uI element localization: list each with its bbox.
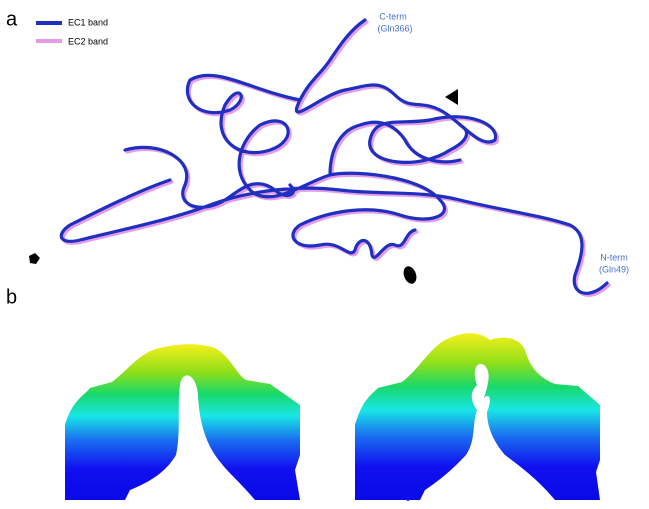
annotation: C-term bbox=[379, 11, 407, 21]
legend-swatch bbox=[36, 21, 62, 25]
protein-ribbons bbox=[61, 20, 609, 295]
surface-fragment bbox=[406, 495, 410, 501]
legend-swatch bbox=[36, 39, 62, 43]
surface-map bbox=[65, 344, 300, 500]
annotation-sub: (Gln366) bbox=[377, 23, 412, 33]
figure: a EC1 band EC2 band C-term (Gln366) N-te… bbox=[0, 0, 649, 509]
arrowhead-marker bbox=[445, 89, 458, 105]
panel-label: a bbox=[6, 8, 18, 30]
panel-label: b bbox=[6, 286, 17, 308]
ribbon-ec2 bbox=[63, 22, 609, 295]
legend-label: EC2 band bbox=[68, 36, 108, 46]
legend-label: EC1 band bbox=[68, 17, 108, 27]
ellipse-marker bbox=[401, 264, 418, 285]
pentagon-marker bbox=[29, 253, 40, 264]
figure-canvas: a EC1 band EC2 band C-term (Gln366) N-te… bbox=[0, 0, 649, 509]
annotation-sub: (Gln49) bbox=[599, 264, 629, 274]
annotation: N-term bbox=[600, 252, 628, 262]
surface-map bbox=[355, 333, 600, 500]
